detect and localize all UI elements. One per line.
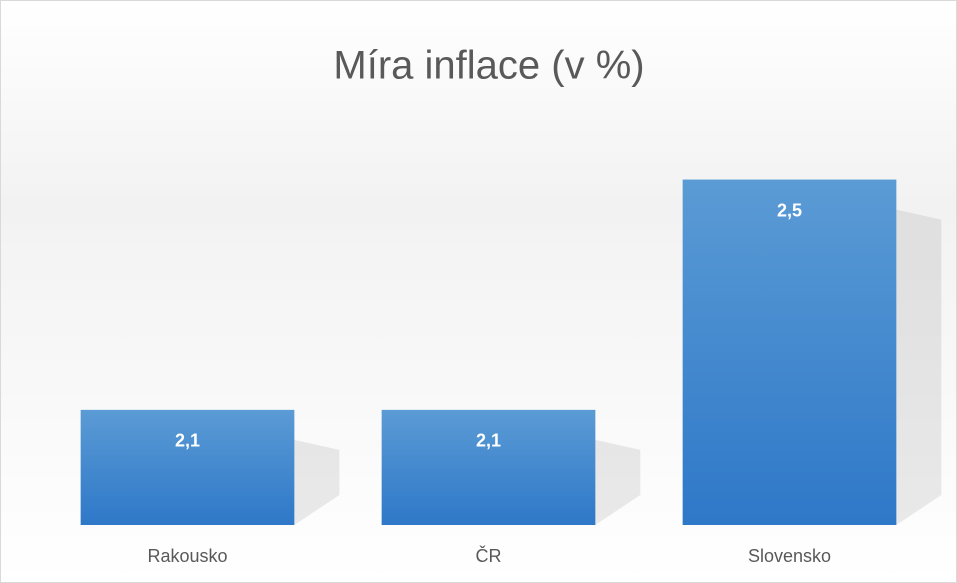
data-label: 2,5 xyxy=(777,200,802,220)
chart-title: Míra inflace (v %) xyxy=(333,44,644,88)
data-label: 2,1 xyxy=(175,431,200,451)
bar-shadow xyxy=(896,209,942,526)
x-tick-label: Rakousko xyxy=(147,546,227,566)
bar-shadow xyxy=(595,439,641,525)
bar xyxy=(682,179,897,526)
bar-shadow xyxy=(294,439,340,525)
bar xyxy=(80,409,295,525)
x-tick-label: Slovensko xyxy=(748,546,831,566)
x-tick-label: ČR xyxy=(476,545,502,566)
data-label: 2,1 xyxy=(476,431,501,451)
bar xyxy=(381,409,596,525)
